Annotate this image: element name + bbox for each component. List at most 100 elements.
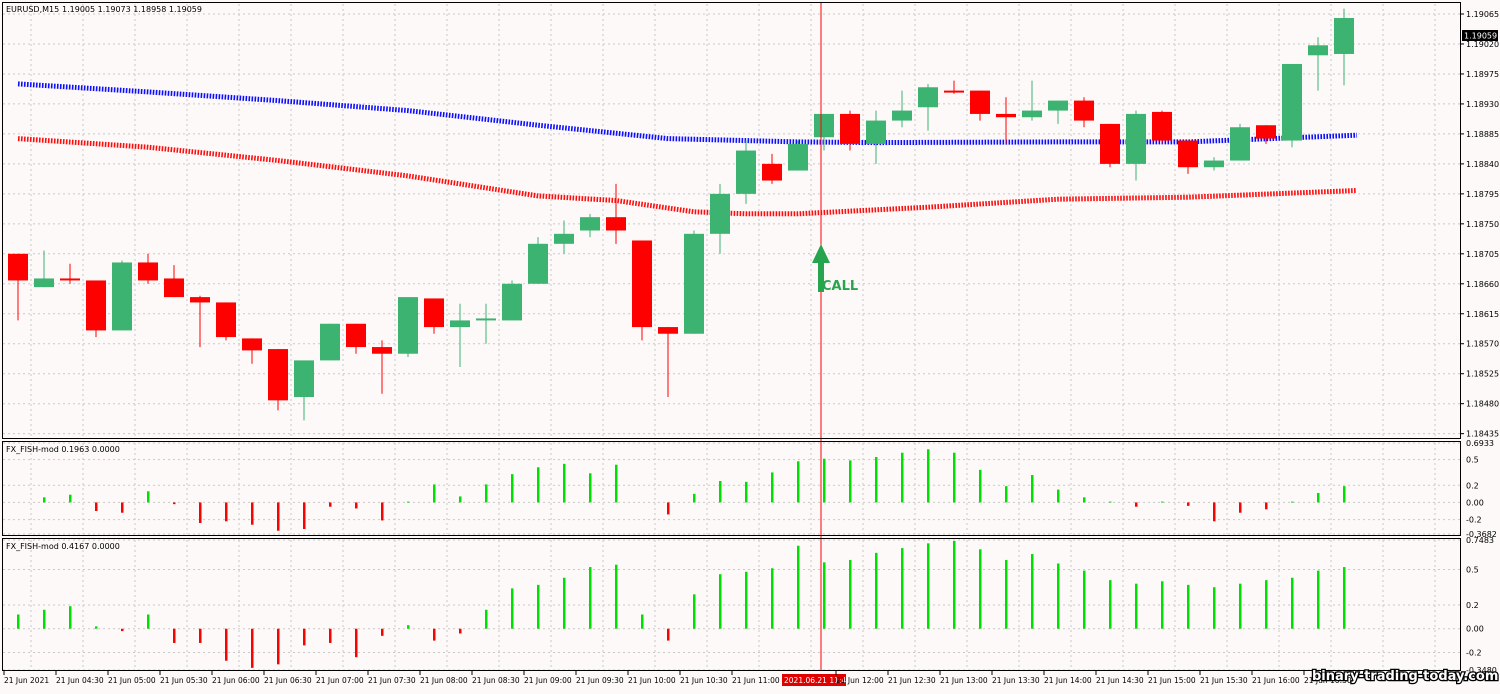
fisher-1-bar xyxy=(511,474,514,503)
x-axis-tick-label: 21 Jun 13:30 xyxy=(992,676,1040,685)
fisher-2-bar xyxy=(1083,570,1086,629)
bearish-candle xyxy=(138,262,158,281)
fisher-2-bar xyxy=(823,562,826,629)
indicator-tick-label: -0.2 xyxy=(1466,648,1482,657)
bearish-candle xyxy=(762,163,782,181)
indicator-pane-2-border[interactable] xyxy=(2,538,1461,671)
bullish-candle xyxy=(1048,100,1068,111)
fisher-2-bar xyxy=(927,543,930,629)
bullish-candle xyxy=(918,87,938,108)
fisher-2-bar xyxy=(875,552,878,629)
bearish-candle xyxy=(1152,111,1172,141)
call-signal-label: CALL xyxy=(822,279,858,294)
y-axis-tick-label: 1.18885 xyxy=(1466,130,1499,139)
fisher-1-bar xyxy=(1213,502,1216,522)
fisher-2-bar xyxy=(225,628,228,661)
bearish-candle xyxy=(60,278,80,281)
fisher-2-bar xyxy=(95,626,98,629)
indicator-tick-label: 0.6933 xyxy=(1466,439,1494,448)
bullish-candle xyxy=(112,262,132,331)
fisher-2-bar xyxy=(1213,587,1216,629)
fisher-1-bar xyxy=(797,461,800,503)
fisher-histogram-2 xyxy=(17,540,1346,668)
bearish-candle xyxy=(970,90,990,114)
bullish-candle xyxy=(710,193,730,234)
fisher-1-bar xyxy=(1317,493,1320,503)
fisher-2-bar xyxy=(1135,583,1138,629)
red-moving-average-line xyxy=(17,136,1358,217)
fisher-2-bar xyxy=(1343,567,1346,629)
fisher-2-bar xyxy=(485,609,488,629)
fisher-1-bar xyxy=(277,502,280,531)
bullish-candle xyxy=(502,283,522,321)
fisher-1-bar xyxy=(1031,475,1034,503)
fisher-2-bar xyxy=(849,559,852,629)
indicator-2-title: FX_FISH-mod 0.4167 0.0000 xyxy=(6,542,120,551)
fisher-1-bar xyxy=(433,484,436,503)
indicator-pane-1-border[interactable] xyxy=(2,441,1461,536)
up-arrow-icon xyxy=(818,262,824,292)
fisher-1-bar xyxy=(329,502,332,507)
bearish-candle xyxy=(164,278,184,298)
fisher-1-bar xyxy=(537,467,540,503)
fisher-2-bar xyxy=(1187,584,1190,629)
fisher-1-bar xyxy=(927,449,930,503)
fisher-2-bar xyxy=(121,628,124,632)
fisher-2-bar xyxy=(147,614,150,629)
fisher-2-bar xyxy=(277,628,280,665)
x-axis-tick-label: 21 Jun 15:30 xyxy=(1200,676,1248,685)
y-axis-tick-label: 1.19020 xyxy=(1466,40,1499,49)
bullish-candle xyxy=(1022,110,1042,118)
fisher-1-bar xyxy=(693,493,696,503)
y-axis-tick-label: 1.18795 xyxy=(1466,190,1499,199)
fisher-2-bar xyxy=(511,588,514,629)
fisher-2-bar xyxy=(1057,563,1060,629)
bullish-candle xyxy=(788,143,808,171)
fisher-2-bar xyxy=(1005,559,1008,629)
x-axis-tick-label: 21 Jun 16:00 xyxy=(1252,676,1300,685)
fisher-1-bar xyxy=(823,458,826,503)
bullish-candle xyxy=(398,297,418,354)
bearish-candle xyxy=(268,349,288,401)
x-axis-tick-label: 21 Jun 08:00 xyxy=(420,676,468,685)
x-axis-tick-label: 21 Jun 05:30 xyxy=(160,676,208,685)
fisher-1-bar xyxy=(303,502,306,530)
fisher-2-bar xyxy=(173,628,176,643)
fisher-2-bar xyxy=(251,628,254,668)
fisher-2-bar xyxy=(1031,554,1034,629)
y-axis-tick-label: 1.18615 xyxy=(1466,310,1499,319)
bullish-candle xyxy=(892,110,912,121)
fisher-1-bar xyxy=(563,463,566,503)
bullish-candle xyxy=(1334,17,1354,54)
bullish-candle xyxy=(1230,127,1250,161)
fisher-2-bar xyxy=(615,564,618,629)
x-axis-tick-label: 21 Jun 10:30 xyxy=(680,676,728,685)
main-pane-border[interactable] xyxy=(2,2,1461,439)
x-axis-tick-label: 21 Jun 14:00 xyxy=(1044,676,1092,685)
fisher-2-bar xyxy=(459,628,462,634)
watermark: binary-trading-today.com xyxy=(1312,669,1498,684)
x-axis-tick-label: 21 Jun 04:30 xyxy=(56,676,104,685)
bearish-candle xyxy=(944,90,964,93)
fisher-2-bar xyxy=(329,628,332,643)
bullish-candle xyxy=(1204,160,1224,168)
bullish-candle xyxy=(736,150,756,194)
bearish-candle xyxy=(1178,140,1198,168)
fisher-1-bar xyxy=(1291,501,1294,503)
fisher-2-bar xyxy=(1291,577,1294,629)
fisher-1-bar xyxy=(43,497,46,503)
indicator-tick-label: 0.00 xyxy=(1466,625,1484,634)
indicator-1-title: FX_FISH-mod 0.1963 0.0000 xyxy=(6,445,120,454)
fisher-2-bar xyxy=(589,567,592,629)
fisher-1-bar xyxy=(199,502,202,524)
bullish-candle xyxy=(294,360,314,398)
bullish-candle xyxy=(1126,113,1146,164)
fisher-2-bar xyxy=(1161,581,1164,629)
fisher-1-bar xyxy=(979,469,982,503)
fisher-1-bar xyxy=(771,472,774,503)
up-arrow-head xyxy=(812,244,830,263)
bearish-candle xyxy=(190,297,210,303)
bearish-candle xyxy=(346,323,366,348)
fisher-1-bar xyxy=(667,502,670,515)
fisher-2-bar xyxy=(745,571,748,629)
